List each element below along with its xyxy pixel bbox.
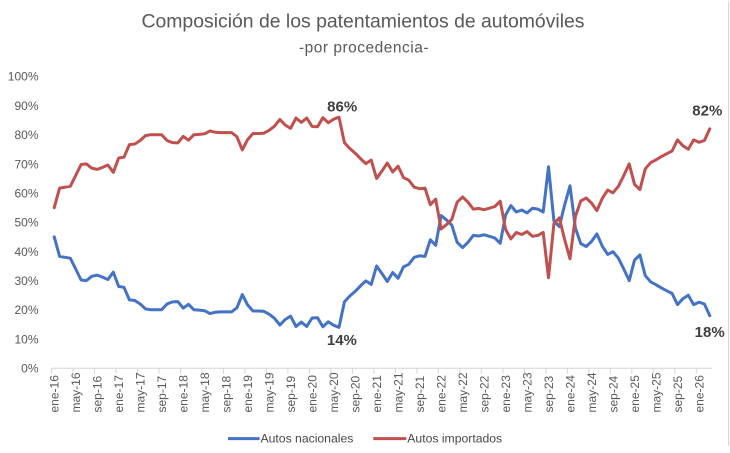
svg-text:Composición de los patentamien: Composición de los patentamientos de aut…	[141, 11, 584, 33]
svg-text:may-16: may-16	[69, 372, 83, 412]
svg-text:60%: 60%	[14, 187, 38, 201]
svg-text:sep-25: sep-25	[671, 375, 685, 412]
svg-text:sep-21: sep-21	[413, 375, 427, 412]
svg-text:may-18: may-18	[198, 372, 212, 412]
svg-text:80%: 80%	[14, 128, 38, 142]
svg-text:may-19: may-19	[263, 372, 277, 412]
svg-text:10%: 10%	[14, 332, 38, 346]
svg-text:ene-16: ene-16	[48, 375, 62, 413]
svg-text:70%: 70%	[14, 157, 38, 171]
svg-text:may-25: may-25	[649, 372, 663, 412]
svg-text:-por procedencia-: -por procedencia-	[299, 40, 429, 57]
svg-text:0%: 0%	[21, 362, 39, 376]
svg-text:sep-16: sep-16	[91, 375, 105, 412]
svg-text:may-24: may-24	[585, 372, 599, 412]
svg-text:sep-22: sep-22	[478, 375, 492, 412]
svg-text:ene-22: ene-22	[435, 375, 449, 413]
svg-text:ene-20: ene-20	[306, 375, 320, 413]
svg-text:sep-24: sep-24	[606, 375, 620, 412]
svg-text:ene-21: ene-21	[370, 375, 384, 413]
svg-text:20%: 20%	[14, 303, 38, 317]
svg-text:may-20: may-20	[327, 372, 341, 412]
svg-text:ene-19: ene-19	[241, 375, 255, 413]
svg-text:Autos importados: Autos importados	[407, 432, 502, 446]
svg-text:sep-18: sep-18	[220, 375, 234, 412]
svg-text:90%: 90%	[14, 99, 38, 113]
svg-text:40%: 40%	[14, 245, 38, 259]
svg-text:sep-20: sep-20	[349, 375, 363, 412]
svg-text:ene-25: ene-25	[628, 375, 642, 413]
svg-text:may-21: may-21	[392, 372, 406, 412]
svg-text:82%: 82%	[692, 103, 722, 120]
svg-text:100%: 100%	[8, 70, 39, 84]
svg-text:Autos nacionales: Autos nacionales	[261, 432, 354, 446]
svg-text:30%: 30%	[14, 274, 38, 288]
svg-text:ene-17: ene-17	[112, 375, 126, 413]
svg-text:sep-19: sep-19	[284, 375, 298, 412]
svg-text:14%: 14%	[327, 332, 357, 349]
svg-text:18%: 18%	[695, 324, 725, 341]
svg-text:may-23: may-23	[521, 372, 535, 412]
svg-text:ene-26: ene-26	[692, 375, 706, 413]
svg-text:sep-23: sep-23	[542, 375, 556, 412]
svg-text:may-17: may-17	[134, 372, 148, 412]
svg-text:ene-24: ene-24	[563, 375, 577, 413]
svg-text:ene-18: ene-18	[177, 375, 191, 413]
svg-text:sep-17: sep-17	[155, 375, 169, 412]
svg-text:50%: 50%	[14, 216, 38, 230]
svg-text:86%: 86%	[327, 99, 357, 116]
svg-text:ene-23: ene-23	[499, 375, 513, 413]
svg-text:may-22: may-22	[456, 372, 470, 412]
